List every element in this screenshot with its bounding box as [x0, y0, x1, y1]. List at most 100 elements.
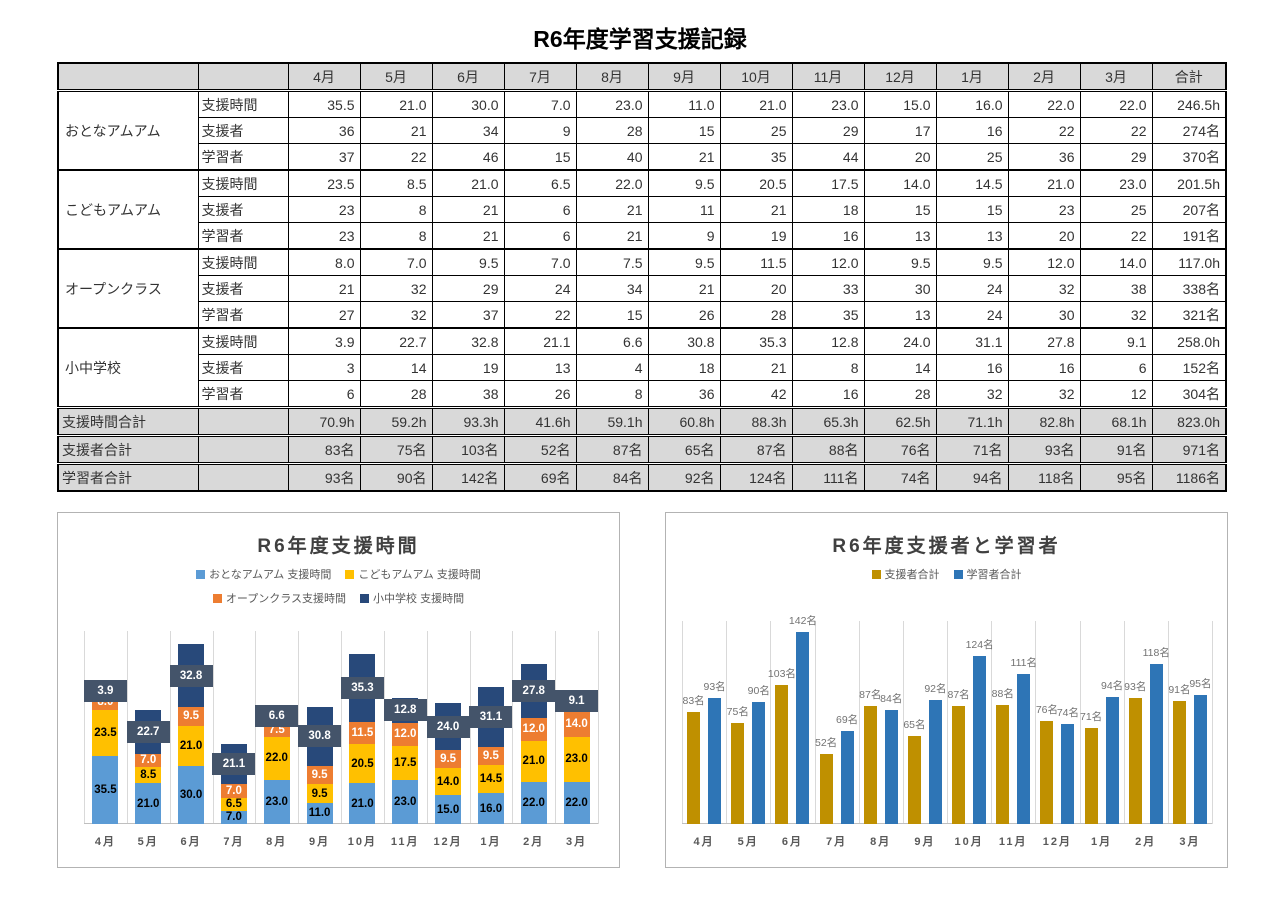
value-cell: 22 — [359, 143, 433, 171]
summary-value-cell: 76名 — [863, 434, 937, 464]
value-cell: 37 — [431, 301, 505, 329]
axis-category-label: 4月 — [693, 836, 715, 848]
support-hours-chart: R6年度支援時間 おとなアムアム 支援時間 こどもアムアム 支援時間 オープンクラ… — [57, 512, 620, 868]
summary-value-cell: 70.9h — [287, 406, 361, 436]
bar-segment — [263, 737, 290, 780]
bar-segment-label: 14.0 — [565, 717, 588, 730]
axis-category-label: 1月 — [1091, 836, 1113, 848]
value-cell: 6 — [503, 222, 577, 250]
value-cell: 4 — [575, 354, 649, 381]
supporters-learners-chart-title: R6年度支援者と学習者 — [832, 536, 1061, 557]
corner-cell — [197, 62, 289, 92]
bar-value-label: 93名 — [703, 681, 726, 694]
value-cell: 8 — [791, 354, 865, 381]
axis-category-label: 10月 — [954, 836, 984, 848]
bar-segment-label: 11.0 — [308, 807, 331, 820]
summary-total-cell: 971名 — [1151, 434, 1227, 464]
bar-segment-label: 30.0 — [179, 789, 203, 802]
metric-label-cell: 支援者 — [197, 275, 289, 302]
gridline — [1035, 621, 1037, 824]
corner-cell — [57, 62, 199, 92]
summary-value-cell: 142名 — [431, 462, 505, 492]
bar-value-label: 91名 — [1168, 683, 1191, 696]
summary-value-cell: 94名 — [935, 462, 1009, 492]
bar-segment-label: 23.0 — [565, 753, 588, 766]
value-cell: 15 — [935, 196, 1009, 223]
bar-segment — [392, 745, 419, 780]
value-cell: 20 — [719, 275, 793, 302]
axis-category-label: 7月 — [826, 836, 848, 848]
summary-value-cell: 93.3h — [431, 406, 505, 436]
bar-callout-label: 27.8 — [512, 680, 556, 703]
bar-callout-label: 3.9 — [83, 679, 127, 702]
bar-segment — [306, 784, 333, 803]
value-cell: 9.1 — [1079, 327, 1153, 355]
bar — [1061, 723, 1075, 824]
value-cell: 14.0 — [1079, 248, 1153, 276]
value-cell: 22 — [1079, 222, 1153, 250]
bar-segment-label: 35.5 — [94, 783, 117, 796]
bar-segment — [349, 743, 376, 784]
value-cell: 9 — [647, 222, 721, 250]
summary-label-cell: 学習者合計 — [57, 462, 199, 492]
bar-segment-label: 21.0 — [522, 755, 545, 768]
value-cell: 15 — [863, 196, 937, 223]
summary-value-cell: 88.3h — [719, 406, 793, 436]
bar-segment-label: 23.0 — [394, 795, 417, 808]
bar-segment — [435, 749, 462, 769]
value-cell: 35 — [791, 301, 865, 329]
bar-segment — [306, 766, 333, 785]
table-row: 学習者 37 22 46 15 40 21 35 44 20 25 36 29 370名 — [58, 143, 1227, 171]
metric-label-cell: 支援時間 — [197, 327, 289, 355]
bar-segment-label: 9.5 — [440, 752, 457, 765]
bar-value-label: 90名 — [747, 685, 770, 698]
value-cell: 12.0 — [1007, 248, 1081, 276]
bar-value-label: 75名 — [726, 705, 749, 718]
table-header-row: 4月 5月 6月 7月 8月 9月 10月 11月 12月 1月 2月 3月 合計 — [57, 62, 1227, 92]
value-cell: 24 — [503, 275, 577, 302]
bar-value-label: 76名 — [1035, 704, 1058, 717]
bar-segment — [178, 725, 205, 767]
month-header-cell: 11月 — [791, 62, 865, 92]
bar-segment — [135, 753, 162, 768]
value-cell: 29 — [431, 275, 505, 302]
gridline — [902, 621, 904, 824]
total-cell: 338名 — [1151, 275, 1227, 302]
support-hours-legend-row2: オープンクラス支援時間 小中学校 支援時間 — [58, 590, 619, 606]
value-cell: 21 — [647, 275, 721, 302]
bar-segment — [477, 746, 504, 766]
value-cell: 23.0 — [791, 89, 865, 118]
value-cell: 6.5 — [503, 169, 577, 197]
bar — [952, 706, 966, 824]
value-cell: 22.7 — [359, 327, 433, 355]
value-cell: 28 — [359, 380, 433, 408]
table-row: 学習者 23 8 21 6 21 9 19 16 13 13 20 22 191名 — [58, 222, 1227, 250]
value-cell: 14.0 — [863, 169, 937, 197]
bar — [1172, 700, 1186, 824]
summary-value-cell: 65名 — [647, 434, 721, 464]
axis-category-label: 11月 — [390, 836, 420, 848]
total-cell: 117.0h — [1151, 248, 1227, 276]
value-cell: 18 — [791, 196, 865, 223]
value-cell: 18 — [647, 354, 721, 381]
group-name-cell: おとなアムアム — [57, 89, 199, 171]
bar-value-label: 52名 — [814, 736, 838, 749]
value-cell: 17.5 — [791, 169, 865, 197]
value-cell: 32 — [1007, 275, 1081, 302]
bar-segment-label: 9.5 — [311, 787, 328, 800]
value-cell: 23 — [1007, 196, 1081, 223]
bar — [840, 730, 854, 824]
bar-value-label: 124名 — [965, 639, 994, 652]
axis-category-label: 3月 — [1179, 836, 1201, 848]
supporters-learners-legend: 支援者合計 学習者合計 — [666, 566, 1227, 582]
summary-value-cell: 92名 — [647, 462, 721, 492]
axis-category-label: 12月 — [433, 836, 463, 848]
value-cell: 27.8 — [1007, 327, 1081, 355]
bar-value-label: 95名 — [1189, 678, 1212, 691]
axis-category-label: 6月 — [180, 836, 202, 848]
value-cell: 9.5 — [431, 248, 505, 276]
bar-callout-label: 6.6 — [255, 705, 299, 728]
metric-label-cell: 支援者 — [197, 354, 289, 381]
value-cell: 21 — [431, 196, 505, 223]
gridline — [858, 621, 860, 824]
